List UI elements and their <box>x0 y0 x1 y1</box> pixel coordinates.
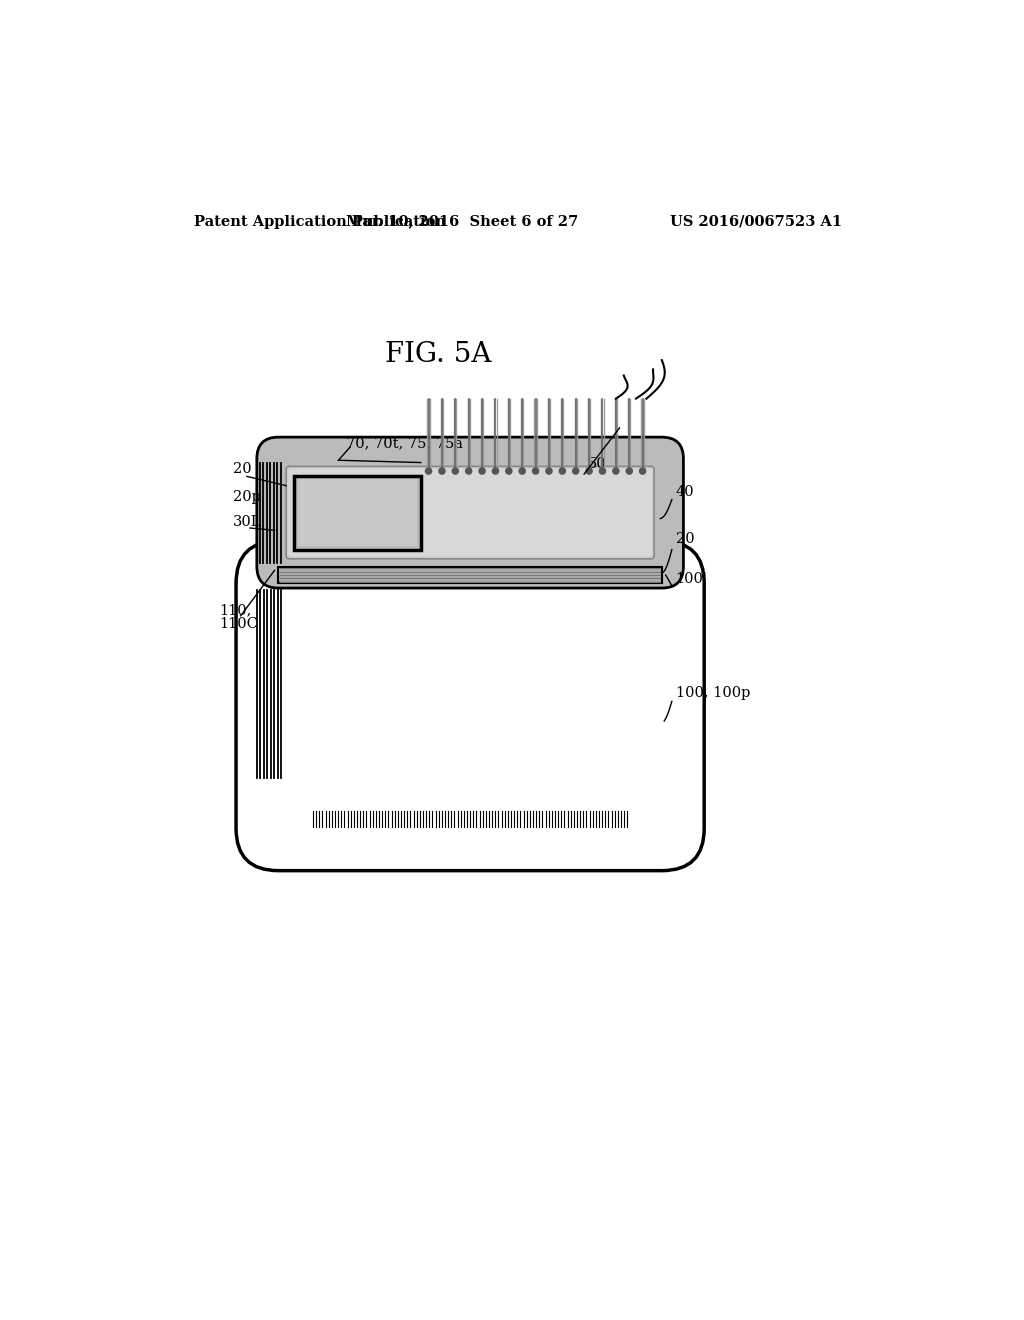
Text: 20: 20 <box>233 462 252 475</box>
Circle shape <box>493 469 499 474</box>
Circle shape <box>559 469 565 474</box>
Circle shape <box>572 469 579 474</box>
Text: 110,: 110, <box>219 603 252 618</box>
Circle shape <box>612 469 618 474</box>
FancyBboxPatch shape <box>237 541 705 871</box>
Circle shape <box>546 469 552 474</box>
Circle shape <box>479 469 485 474</box>
Circle shape <box>640 469 646 474</box>
Circle shape <box>586 469 592 474</box>
Text: 100, 100p: 100, 100p <box>676 686 751 701</box>
Text: 70, 70t, 75, 75a: 70, 70t, 75, 75a <box>346 437 463 450</box>
Circle shape <box>439 469 445 474</box>
Circle shape <box>506 469 512 474</box>
FancyBboxPatch shape <box>289 469 652 557</box>
Text: 110C: 110C <box>219 618 258 631</box>
Circle shape <box>453 469 459 474</box>
Text: 50: 50 <box>588 457 606 471</box>
Circle shape <box>532 469 539 474</box>
Circle shape <box>599 469 605 474</box>
Text: 30L: 30L <box>233 516 261 529</box>
Circle shape <box>425 469 432 474</box>
Text: Patent Application Publication: Patent Application Publication <box>194 215 445 228</box>
Bar <box>294 475 421 549</box>
Text: 40: 40 <box>676 484 694 499</box>
Circle shape <box>626 469 632 474</box>
Text: 100': 100' <box>676 573 708 586</box>
FancyBboxPatch shape <box>257 437 683 589</box>
Circle shape <box>466 469 472 474</box>
Text: US 2016/0067523 A1: US 2016/0067523 A1 <box>670 215 842 228</box>
Bar <box>279 566 662 583</box>
FancyBboxPatch shape <box>286 466 654 558</box>
Text: 20p: 20p <box>233 490 261 504</box>
Text: Mar. 10, 2016  Sheet 6 of 27: Mar. 10, 2016 Sheet 6 of 27 <box>345 215 578 228</box>
Text: FIG. 5A: FIG. 5A <box>385 342 492 368</box>
Text: 20: 20 <box>676 532 694 546</box>
Bar <box>298 479 417 545</box>
Circle shape <box>519 469 525 474</box>
